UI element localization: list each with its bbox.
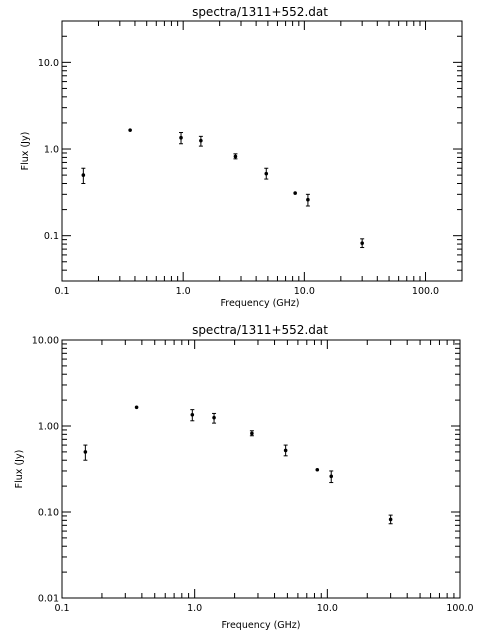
bottom-point-marker	[388, 517, 393, 522]
top-point-marker	[264, 171, 269, 176]
bottom-plot-frame	[61, 339, 461, 599]
bottom-x-tick-label: 0.1	[54, 603, 69, 614]
bottom-point-marker	[212, 415, 216, 420]
top-x-tick-label: 100.0	[412, 286, 439, 297]
bottom-x-axis-label: Frequency (GHz)	[221, 620, 300, 631]
top-x-tick-label: 10.0	[294, 286, 315, 297]
top-spectrum-plot: spectra/1311+552.dat Frequency (GHz) Flu…	[20, 5, 463, 309]
bottom-point-marker	[190, 412, 195, 417]
bottom-point-marker	[283, 448, 288, 453]
bottom-data-points	[83, 405, 393, 525]
bottom-point-marker	[83, 450, 88, 454]
bottom-data-point	[190, 409, 195, 422]
top-point-marker	[293, 191, 297, 195]
bottom-point-marker	[134, 405, 139, 410]
bottom-spectrum-plot: spectra/1311+552.dat Frequency (GHz) Flu…	[14, 323, 474, 631]
top-data-point	[81, 167, 86, 185]
bottom-y-tick-label: 1.00	[38, 422, 59, 433]
bottom-y-tick-label: 10.00	[32, 336, 59, 347]
bottom-axis-ticks	[61, 339, 461, 599]
bottom-point-marker	[250, 431, 254, 436]
bottom-y-tick-label: 0.01	[38, 594, 59, 605]
top-y-tick-label: 1.0	[44, 145, 59, 156]
top-point-marker	[306, 197, 310, 202]
top-x-tick-label: 1.0	[176, 286, 191, 297]
top-data-point	[233, 153, 238, 160]
top-point-marker	[199, 138, 203, 143]
top-point-marker	[360, 241, 364, 245]
top-data-point	[305, 193, 310, 207]
top-y-tick-label: 10.0	[38, 58, 59, 69]
top-axis-ticks	[61, 20, 463, 282]
bottom-data-point	[329, 470, 334, 484]
bottom-data-point	[134, 405, 139, 410]
bottom-data-point	[212, 412, 217, 424]
bottom-point-marker	[315, 467, 320, 472]
top-data-point	[360, 238, 365, 249]
top-point-marker	[179, 135, 183, 140]
top-data-point	[293, 191, 297, 195]
bottom-tick-labels: 0.1 1.0 10.0 100.0 0.01 0.10 1.00 10.00	[32, 336, 474, 615]
bottom-y-tick-label: 0.10	[38, 508, 59, 519]
top-point-marker	[81, 173, 86, 177]
top-tick-labels: 0.1 1.0 10.0 100.0 0.1 1.0 10.0	[38, 58, 439, 297]
top-y-axis-label: Flux (Jy)	[20, 132, 31, 171]
top-point-marker	[233, 154, 238, 159]
bottom-y-axis-label: Flux (Jy)	[14, 450, 25, 489]
top-data-point	[198, 135, 203, 147]
bottom-data-point	[315, 467, 320, 472]
top-x-axis-label: Frequency (GHz)	[220, 298, 299, 309]
top-data-point	[128, 128, 132, 132]
bottom-plot-title: spectra/1311+552.dat	[192, 323, 328, 337]
top-data-point	[179, 132, 184, 145]
bottom-data-point	[388, 514, 393, 525]
top-x-tick-label: 0.1	[54, 286, 69, 297]
top-y-tick-label: 0.1	[44, 231, 59, 242]
bottom-x-tick-label: 1.0	[187, 603, 202, 614]
bottom-x-tick-label: 100.0	[446, 603, 473, 614]
bottom-data-point	[83, 444, 88, 461]
bottom-data-point	[283, 444, 288, 457]
bottom-data-point	[249, 430, 254, 437]
top-data-point	[264, 167, 269, 180]
bottom-x-tick-label: 10.0	[317, 603, 338, 614]
top-point-marker	[128, 128, 132, 132]
top-data-points	[81, 128, 365, 249]
top-plot-frame	[61, 20, 463, 282]
bottom-point-marker	[329, 474, 334, 479]
top-plot-title: spectra/1311+552.dat	[192, 5, 328, 19]
